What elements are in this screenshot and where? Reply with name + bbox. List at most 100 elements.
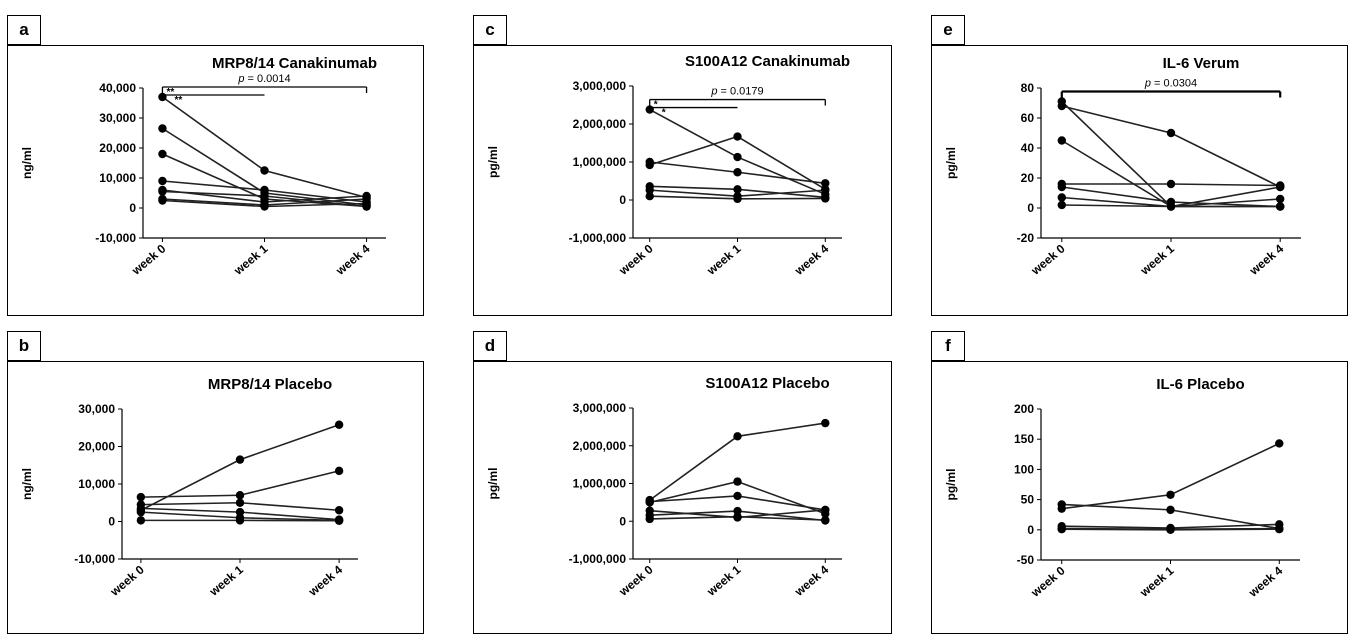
chart-title: MRP8/14 Canakinumab bbox=[212, 55, 377, 72]
panel-frame bbox=[7, 45, 424, 316]
data-point bbox=[1275, 524, 1284, 534]
y-tick-label: 100 bbox=[1014, 462, 1034, 476]
y-tick-label: 0 bbox=[108, 515, 115, 529]
y-axis-label: pg/ml bbox=[486, 468, 500, 500]
data-point bbox=[733, 194, 742, 204]
y-tick-label: 60 bbox=[1021, 111, 1035, 125]
significance-stars: ** bbox=[166, 87, 174, 98]
data-point bbox=[136, 492, 146, 502]
data-point bbox=[733, 512, 742, 521]
data-point bbox=[235, 498, 245, 507]
y-axis-label: pg/ml bbox=[944, 469, 958, 501]
data-point bbox=[136, 507, 146, 517]
y-tick-label: 0 bbox=[1027, 201, 1034, 215]
y-tick-label: 20,000 bbox=[78, 440, 115, 454]
chart-title: S100A12 Placebo bbox=[705, 375, 829, 392]
data-point bbox=[260, 185, 269, 195]
x-tick-label: week 4 bbox=[1245, 563, 1285, 600]
chart-title: S100A12 Canakinumab bbox=[685, 53, 850, 70]
y-axis-label: ng/ml bbox=[20, 468, 34, 500]
x-tick-label: week 0 bbox=[1028, 563, 1068, 600]
data-point bbox=[733, 152, 742, 162]
data-point bbox=[158, 187, 167, 196]
y-tick-label: 2,000,000 bbox=[573, 117, 627, 131]
y-tick-label: 2,000,000 bbox=[573, 439, 627, 453]
y-tick-label: 200 bbox=[1014, 402, 1034, 416]
data-point bbox=[362, 199, 371, 208]
data-point bbox=[158, 124, 167, 133]
data-point bbox=[235, 516, 245, 525]
data-point bbox=[733, 168, 742, 177]
y-tick-label: 3,000,000 bbox=[573, 79, 627, 93]
panel-letter: a bbox=[7, 15, 41, 45]
data-point bbox=[1276, 202, 1285, 211]
panel-letter: b bbox=[7, 331, 41, 361]
data-point bbox=[334, 516, 344, 525]
data-point bbox=[1166, 505, 1175, 515]
data-point bbox=[1057, 136, 1067, 145]
data-point bbox=[260, 166, 269, 175]
significance-stars: * bbox=[662, 108, 666, 119]
y-tick-label: 40,000 bbox=[99, 81, 136, 95]
panel-letter: c bbox=[473, 15, 507, 45]
data-point bbox=[645, 192, 654, 201]
data-point bbox=[1057, 524, 1066, 534]
y-tick-label: 0 bbox=[619, 193, 626, 207]
data-point bbox=[821, 515, 830, 525]
y-tick-label: 1,000,000 bbox=[573, 155, 627, 169]
y-tick-label: 1,000,000 bbox=[573, 477, 627, 491]
y-tick-label: -1,000,000 bbox=[569, 552, 627, 566]
y-tick-label: 0 bbox=[129, 201, 136, 215]
panel-frame bbox=[7, 361, 424, 634]
y-tick-label: -1,000,000 bbox=[569, 231, 627, 245]
data-point bbox=[1057, 193, 1067, 202]
y-tick-label: 10,000 bbox=[99, 171, 136, 185]
y-tick-label: -10,000 bbox=[95, 231, 136, 245]
data-point bbox=[158, 176, 167, 186]
data-point bbox=[821, 194, 830, 203]
panel-frame bbox=[931, 45, 1348, 316]
y-tick-label: 10,000 bbox=[78, 477, 115, 491]
panel-letter: e bbox=[931, 15, 965, 45]
y-tick-label: 30,000 bbox=[99, 111, 136, 125]
y-axis-label: pg/ml bbox=[944, 147, 958, 179]
data-point bbox=[158, 149, 167, 159]
data-point bbox=[733, 185, 742, 194]
panel-letter: d bbox=[473, 331, 507, 361]
panel-letter: f bbox=[931, 331, 965, 361]
data-point bbox=[235, 455, 245, 464]
y-tick-label: 30,000 bbox=[78, 402, 115, 416]
data-point bbox=[334, 466, 344, 476]
data-point bbox=[733, 132, 742, 141]
panel-frame bbox=[931, 361, 1348, 634]
y-tick-label: -50 bbox=[1017, 553, 1035, 567]
data-point bbox=[733, 491, 742, 501]
chart-title: MRP8/14 Placebo bbox=[208, 376, 332, 393]
y-tick-label: 20,000 bbox=[99, 141, 136, 155]
p-value-text: p = 0.0179 bbox=[710, 86, 763, 98]
data-point bbox=[260, 202, 269, 211]
significance-stars: * bbox=[654, 100, 658, 111]
data-point bbox=[334, 506, 344, 515]
y-tick-label: -10,000 bbox=[74, 552, 115, 566]
data-point bbox=[1166, 525, 1175, 534]
data-point bbox=[821, 418, 830, 428]
data-point bbox=[260, 191, 269, 201]
chart-title: IL-6 Verum bbox=[1163, 55, 1240, 72]
data-point bbox=[136, 516, 146, 525]
data-point bbox=[1166, 490, 1175, 499]
data-point bbox=[1275, 439, 1284, 448]
y-axis-label: pg/ml bbox=[486, 146, 500, 178]
data-point bbox=[1057, 200, 1067, 210]
